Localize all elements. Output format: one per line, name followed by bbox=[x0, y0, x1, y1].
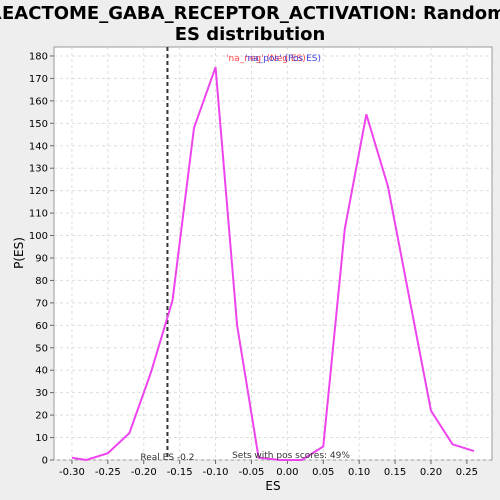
x-tick-label: 0.15 bbox=[384, 467, 406, 478]
y-tick-label: 0 bbox=[42, 456, 48, 467]
y-tick-label: 160 bbox=[29, 96, 48, 107]
es-distribution-line bbox=[71, 66, 475, 462]
x-tick-label: -0.25 bbox=[95, 467, 121, 478]
y-tick-label: 140 bbox=[29, 141, 48, 152]
chart-title-line-2: ES distribution bbox=[175, 24, 326, 45]
x-tick-label: 0.20 bbox=[420, 467, 442, 478]
legend-neg-es: 'na_neg' (Neg ES) bbox=[226, 54, 306, 64]
x-tick-label: 0.00 bbox=[276, 467, 298, 478]
y-tick-label: 150 bbox=[29, 119, 48, 130]
y-tick-label: 40 bbox=[35, 366, 48, 377]
y-tick-label: 100 bbox=[29, 231, 48, 242]
axes: 0 10 20 30 40 50 60 70 80 90 100 110 120 130 140 150 160… bbox=[29, 51, 478, 478]
y-tick-label: 120 bbox=[29, 186, 48, 197]
x-axis-label: ES bbox=[265, 479, 280, 493]
y-tick-label: 130 bbox=[29, 164, 48, 175]
pos-scores-label: Sets with pos scores: 49% bbox=[232, 451, 350, 461]
y-axis-label: P(ES) bbox=[12, 237, 26, 269]
y-tick-label: 50 bbox=[35, 343, 48, 354]
x-tick-label: -0.30 bbox=[59, 467, 85, 478]
y-tick-label: 10 bbox=[35, 433, 48, 444]
y-tick-label: 30 bbox=[35, 388, 48, 399]
x-tick-label: 0.10 bbox=[348, 467, 370, 478]
y-tick-label: 90 bbox=[35, 253, 48, 264]
chart-title-line-1: REACTOME_GABA_RECEPTOR_ACTIVATION: Rando… bbox=[0, 3, 500, 24]
real-es-label: Real ES -0.2 bbox=[140, 453, 194, 463]
legend-pos-es: 'na_pos' (Pos ES) bbox=[245, 54, 321, 64]
y-tick-label: 70 bbox=[35, 298, 48, 309]
grid bbox=[54, 47, 492, 461]
plot-area bbox=[53, 46, 493, 461]
y-tick-label: 170 bbox=[29, 74, 48, 85]
x-tick-label: -0.20 bbox=[131, 467, 157, 478]
x-tick-label: -0.10 bbox=[203, 467, 229, 478]
y-tick-label: 180 bbox=[29, 51, 48, 62]
x-tick-label: -0.05 bbox=[239, 467, 265, 478]
x-tick-label: 0.05 bbox=[312, 467, 334, 478]
y-tick-label: 80 bbox=[35, 276, 48, 287]
x-tick-label: -0.15 bbox=[167, 467, 193, 478]
x-tick-label: 0.25 bbox=[456, 467, 478, 478]
y-tick-label: 20 bbox=[35, 411, 48, 422]
y-tick-label: 110 bbox=[29, 209, 48, 220]
y-tick-label: 60 bbox=[35, 321, 48, 332]
